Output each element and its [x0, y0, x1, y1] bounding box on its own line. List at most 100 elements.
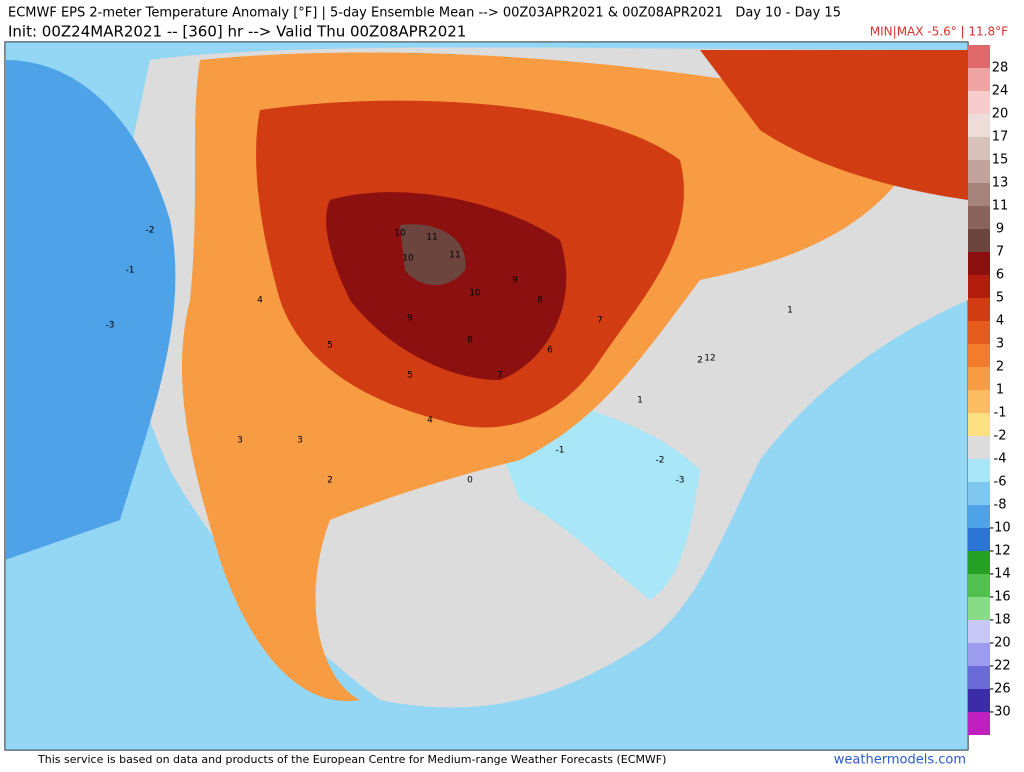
map-label: 9 — [512, 276, 518, 286]
map-label: 12 — [704, 354, 715, 364]
map-label: 5 — [407, 371, 413, 381]
map-label: 10 — [394, 229, 406, 239]
colorbar-box — [968, 666, 990, 689]
map-label: 6 — [547, 346, 553, 356]
map-label: -2 — [146, 226, 155, 236]
map-label: 10 — [469, 289, 481, 299]
site-link[interactable]: weathermodels.com — [834, 753, 966, 768]
colorbar-label: -4 — [994, 452, 1007, 467]
neutral-northeast — [711, 292, 800, 393]
map-label: 7 — [597, 316, 603, 326]
colorbar-box — [968, 459, 990, 482]
colorbar-label: -6 — [994, 475, 1007, 490]
colorbar-box — [968, 505, 990, 528]
map-label: 0 — [467, 476, 473, 486]
colorbar-label: 9 — [996, 222, 1004, 237]
title: ECMWF EPS 2-meter Temperature Anomaly [°… — [8, 6, 841, 21]
colorbar-label: -12 — [989, 544, 1010, 559]
map: 1111101010998877655443322110-1-1-2-2-3-3… — [4, 41, 969, 751]
colorbar-box — [968, 620, 990, 643]
map-label: 1 — [637, 396, 643, 406]
colorbar-box — [968, 68, 990, 91]
map-label: -1 — [556, 446, 565, 456]
colorbar-label: -30 — [989, 705, 1010, 720]
colorbar-box — [968, 252, 990, 275]
map-label: 8 — [467, 336, 473, 346]
map-label: 3 — [297, 436, 303, 446]
colorbar-label: -22 — [989, 659, 1010, 674]
map-label: 11 — [426, 233, 437, 243]
colorbar-box — [968, 91, 990, 114]
colorbar-label: 24 — [992, 84, 1009, 99]
colorbar-label: -1 — [994, 406, 1007, 421]
colorbar-box — [968, 206, 990, 229]
map-label: -2 — [656, 456, 665, 466]
hot-northeast — [700, 50, 968, 200]
colorbar-box — [968, 482, 990, 505]
cold-west — [5, 60, 176, 560]
colorbar-box — [968, 275, 990, 298]
colorbar-box — [968, 344, 990, 367]
colorbar-label: 3 — [996, 337, 1004, 352]
map-label: 4 — [257, 296, 263, 306]
colorbar-box — [968, 712, 990, 735]
colorbar-label: 7 — [996, 245, 1004, 260]
colorbar-label: 13 — [992, 176, 1009, 191]
map-label: 9 — [407, 314, 413, 324]
colorbar-box — [968, 367, 990, 390]
peak-region — [400, 224, 466, 285]
hottest-region — [326, 192, 567, 380]
colorbar-box — [968, 137, 990, 160]
colorbar-box — [968, 413, 990, 436]
colorbar-box — [968, 551, 990, 574]
colorbar-label: -16 — [989, 590, 1010, 605]
colorbar: 28 24 20 17 15 13 11 9 7 6 5 4 3 2 1 -1 -2 -4 -6 -8 -10 -12 -1… — [968, 45, 1011, 735]
colorbar-box — [968, 298, 990, 321]
subtitle: Init: 00Z24MAR2021 -- [360] hr --> Valid… — [8, 23, 466, 41]
map-label: 10 — [402, 254, 414, 264]
colorbar-label: -26 — [989, 682, 1010, 697]
map-label: 7 — [497, 371, 503, 381]
colorbar-box — [968, 574, 990, 597]
footer-notice: This service is based on data and produc… — [37, 753, 666, 766]
map-label: 3 — [237, 436, 243, 446]
colorbar-box — [968, 229, 990, 252]
colorbar-label: -10 — [989, 521, 1010, 536]
colorbar-box — [968, 436, 990, 459]
colorbar-box — [968, 183, 990, 206]
map-label: -1 — [126, 266, 135, 276]
colorbar-box — [968, 45, 990, 68]
colorbar-label: -2 — [994, 429, 1007, 444]
colorbar-box — [968, 597, 990, 620]
colorbar-box — [968, 160, 990, 183]
map-label: 2 — [327, 476, 333, 486]
colorbar-label: 2 — [996, 360, 1004, 375]
map-label: 1 — [787, 306, 793, 316]
colorbar-label: 4 — [996, 314, 1004, 329]
colorbar-label: 20 — [992, 107, 1009, 122]
colorbar-label: 6 — [996, 268, 1004, 283]
colorbar-label: 11 — [992, 199, 1009, 214]
colorbar-box — [968, 689, 990, 712]
map-labels: 1111101010998877655443322110-1-1-2-2-3-3… — [106, 226, 793, 486]
colorbar-label: -14 — [989, 567, 1010, 582]
map-label: 11 — [449, 251, 460, 261]
map-label: 8 — [537, 296, 543, 306]
colorbar-label: -8 — [994, 498, 1007, 513]
colorbar-label: 17 — [992, 130, 1009, 145]
map-label: -3 — [676, 476, 685, 486]
colorbar-label: 5 — [996, 291, 1004, 306]
colorbar-box — [968, 114, 990, 137]
colorbar-label: -20 — [989, 636, 1010, 651]
colorbar-label: 28 — [992, 61, 1009, 76]
map-label: 2 — [697, 356, 703, 366]
colorbar-box — [968, 643, 990, 666]
colorbar-box — [968, 321, 990, 344]
colorbar-label: 1 — [996, 383, 1004, 398]
colorbar-box — [968, 528, 990, 551]
colorbar-box — [968, 390, 990, 413]
min-max: MIN|MAX -5.6° | 11.8°F — [870, 25, 1008, 39]
colorbar-label: 15 — [992, 153, 1009, 168]
colorbar-label: -18 — [989, 613, 1010, 628]
